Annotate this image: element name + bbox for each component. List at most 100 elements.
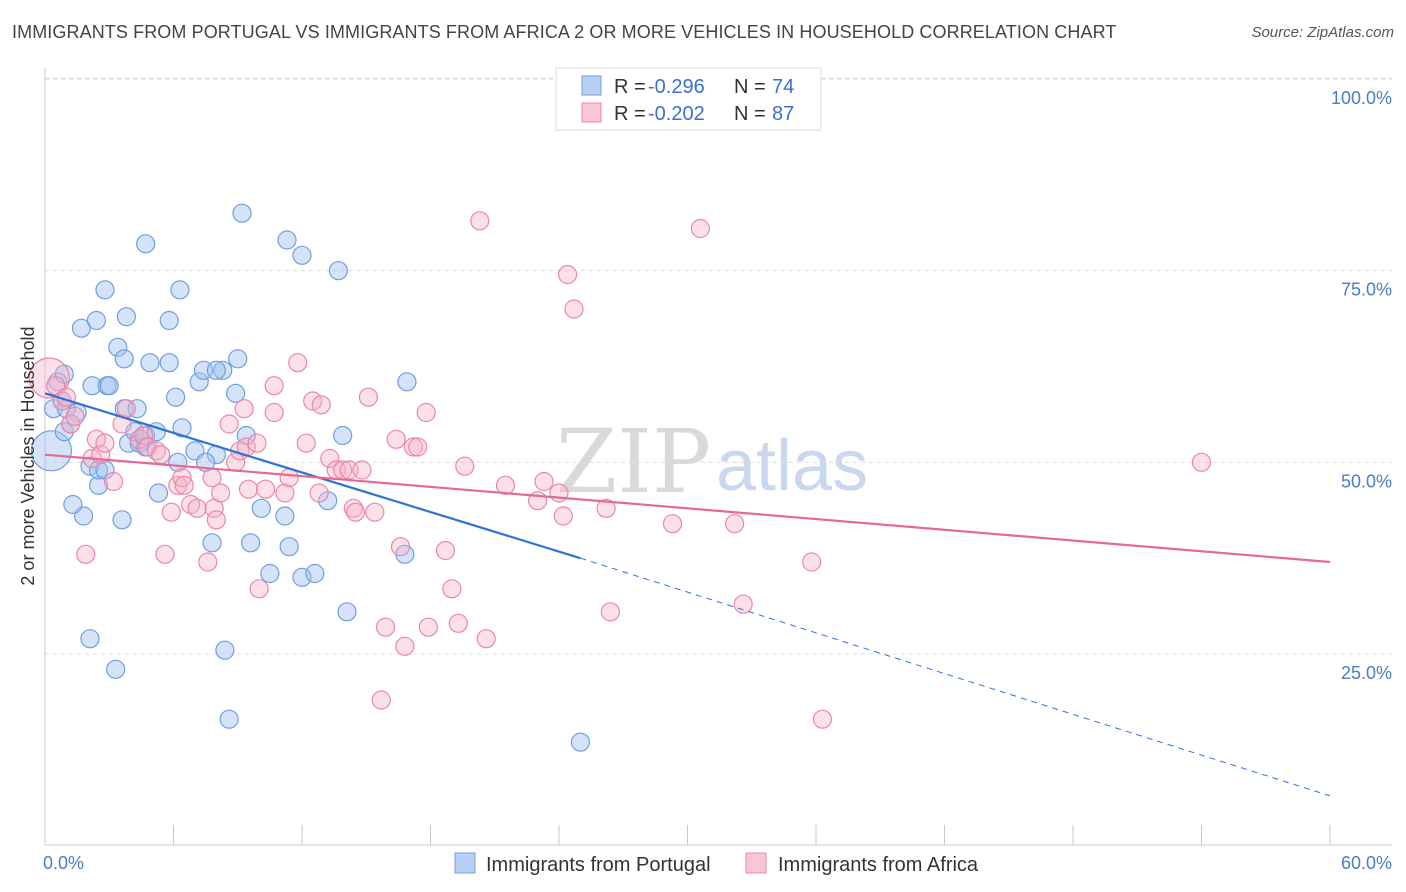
point-africa: [733, 594, 753, 614]
point-africa: [416, 402, 436, 423]
series-africa-points: [28, 211, 1212, 729]
point-africa: [1191, 452, 1212, 472]
legend-n-label-1: N =: [734, 76, 766, 98]
point-africa: [812, 709, 833, 729]
point-portugal: [63, 494, 83, 515]
point-africa: [206, 510, 226, 530]
legend-n-label-2: N =: [734, 103, 766, 125]
point-africa: [116, 399, 136, 419]
point-africa: [255, 479, 276, 499]
point-africa: [386, 429, 406, 449]
point-africa: [662, 514, 683, 534]
point-africa: [211, 483, 231, 503]
point-portugal: [127, 399, 147, 419]
point-africa: [371, 690, 391, 710]
point-africa: [495, 475, 516, 495]
chart-title: IMMIGRANTS FROM PORTUGAL VS IMMIGRANTS F…: [12, 22, 1117, 42]
point-portugal: [148, 483, 169, 503]
point-portugal: [202, 533, 222, 553]
point-portugal: [170, 280, 190, 300]
bottom-legend-label-portugal: Immigrants from Portugal: [486, 854, 711, 876]
legend-r-label-1: R =: [614, 76, 646, 98]
y-tick-label: 25.0%: [1341, 663, 1392, 683]
series-legend: Immigrants from Portugal Immigrants from…: [454, 852, 979, 876]
legend-r-value-1: -0.296: [648, 76, 705, 98]
point-portugal: [279, 537, 299, 557]
point-portugal: [328, 261, 349, 281]
point-portugal: [275, 506, 295, 526]
point-portugal: [226, 383, 246, 403]
point-portugal: [305, 563, 325, 584]
point-africa: [172, 468, 192, 488]
point-africa: [264, 402, 284, 423]
point-africa: [564, 299, 584, 319]
point-africa: [534, 471, 554, 492]
point-portugal: [82, 376, 102, 396]
point-portugal: [206, 360, 226, 380]
point-portugal: [251, 498, 271, 518]
point-africa: [155, 544, 175, 564]
point-africa: [151, 445, 171, 465]
point-africa: [219, 414, 239, 434]
point-africa: [596, 498, 616, 518]
point-portugal: [86, 310, 107, 331]
point-africa: [442, 579, 462, 599]
point-portugal: [71, 318, 92, 338]
point-portugal: [80, 629, 100, 649]
point-africa: [476, 629, 496, 649]
point-africa: [311, 395, 331, 415]
axes: [44, 68, 1392, 846]
x-tick-labels: 0.0% 60.0%: [43, 853, 1392, 873]
point-portugal: [241, 533, 261, 553]
legend-swatch-portugal: [581, 75, 602, 96]
point-africa: [435, 540, 456, 561]
point-africa: [600, 602, 621, 622]
x-tick-label-min: 0.0%: [43, 853, 84, 873]
bottom-legend-swatch-portugal: [454, 852, 476, 874]
point-portugal: [114, 349, 134, 369]
point-africa: [309, 483, 329, 503]
point-portugal: [570, 732, 591, 752]
point-africa: [470, 211, 490, 231]
stats-legend: R = -0.296 N = 74 R = -0.202 N = 87: [555, 67, 822, 131]
point-africa: [690, 218, 710, 239]
point-africa: [365, 502, 385, 522]
point-portugal: [108, 337, 128, 357]
point-africa: [408, 437, 428, 457]
point-africa: [725, 514, 745, 534]
point-portugal: [333, 425, 353, 446]
point-africa: [390, 537, 411, 557]
legend-r-value-2: -0.202: [648, 103, 705, 125]
x-tick-label-max: 60.0%: [1341, 853, 1392, 873]
trend-line-africa: [44, 453, 1331, 564]
point-africa: [352, 460, 372, 480]
point-portugal: [277, 230, 297, 250]
legend-n-value-1: 74: [772, 76, 794, 98]
point-portugal: [136, 234, 156, 254]
point-africa: [234, 399, 254, 419]
chart-source: Source: ZipAtlas.com: [1251, 24, 1394, 41]
point-africa: [249, 579, 269, 599]
point-africa: [549, 483, 569, 503]
point-africa: [65, 406, 85, 426]
point-africa: [247, 433, 267, 453]
point-portugal: [99, 376, 119, 396]
point-portugal: [215, 640, 235, 660]
point-africa: [375, 617, 396, 637]
point-portugal: [219, 709, 239, 729]
y-tick-label: 75.0%: [1341, 280, 1392, 300]
point-africa: [320, 448, 340, 469]
point-africa: [296, 433, 316, 453]
y-tick-label: 100.0%: [1331, 88, 1392, 108]
point-africa: [264, 376, 284, 396]
point-portugal: [159, 310, 179, 331]
point-portugal: [172, 418, 192, 438]
point-portugal: [337, 602, 357, 622]
point-portugal: [397, 372, 417, 392]
point-africa: [448, 613, 468, 633]
watermark-zip: ZIP: [556, 410, 711, 513]
point-africa: [198, 552, 218, 572]
bottom-legend-label-africa: Immigrants from Africa: [778, 854, 979, 876]
point-africa: [802, 552, 822, 572]
point-africa: [103, 471, 124, 492]
